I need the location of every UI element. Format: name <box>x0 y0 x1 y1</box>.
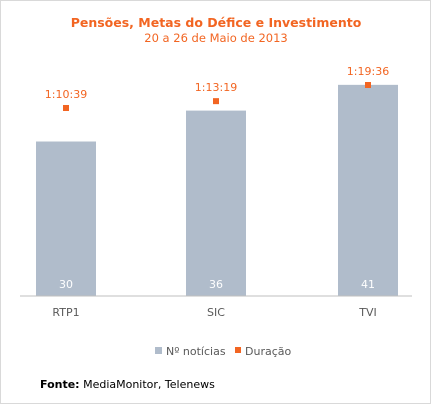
source-note: Fonte: MediaMonitor, Telenews <box>40 378 215 391</box>
bar-rtp1 <box>36 141 96 296</box>
category-label: SIC <box>207 306 225 319</box>
duration-label: 1:19:36 <box>347 65 389 78</box>
duration-marker-sic <box>213 98 219 105</box>
legend-swatch-duration <box>235 347 241 353</box>
legend-label-duration: Duração <box>245 345 291 358</box>
source-text: MediaMonitor, Telenews <box>79 378 215 391</box>
bar-value-label: 36 <box>209 278 223 291</box>
bar-value-label: 30 <box>59 278 73 291</box>
source-label: Fonte: <box>40 378 80 391</box>
chart-title: Pensões, Metas do Défice e Investimento <box>71 15 362 30</box>
chart-subtitle: 20 a 26 de Maio de 2013 <box>144 31 287 45</box>
legend: Nº notícias Duração <box>155 345 291 358</box>
legend-swatch-news <box>155 347 162 354</box>
duration-label: 1:10:39 <box>45 88 87 101</box>
duration-marker-tvi <box>365 82 371 88</box>
category-label: RTP1 <box>52 306 79 319</box>
bar-value-label: 41 <box>361 278 375 291</box>
legend-label-news: Nº notícias <box>166 345 226 358</box>
duration-marker-rtp1 <box>63 105 69 111</box>
bar-tvi <box>338 84 398 296</box>
category-label: TVI <box>358 306 377 319</box>
duration-label: 1:13:19 <box>195 81 237 94</box>
plot-area: 30 1:10:39 RTP1 36 1:13:19 SIC 41 1:19:36 TVI <box>36 65 398 319</box>
bar-sic <box>186 110 246 296</box>
